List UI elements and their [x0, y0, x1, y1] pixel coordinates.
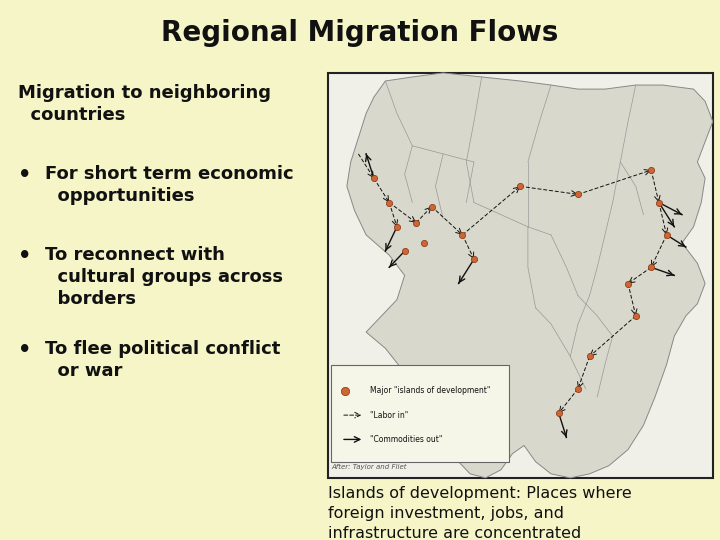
Bar — [331, 364, 508, 462]
Text: Migration to neighboring
  countries: Migration to neighboring countries — [18, 84, 271, 124]
Text: "Labor in": "Labor in" — [370, 410, 408, 420]
Bar — [328, 73, 713, 478]
Text: •: • — [18, 165, 32, 185]
Text: Islands of development: Places where
foreign investment, jobs, and
infrastructur: Islands of development: Places where for… — [328, 486, 631, 540]
Text: "Commodities out": "Commodities out" — [370, 435, 442, 444]
Text: To reconnect with
  cultural groups across
  borders: To reconnect with cultural groups across… — [45, 246, 284, 308]
Text: Major "islands of development": Major "islands of development" — [370, 386, 490, 395]
Text: Regional Migration Flows: Regional Migration Flows — [161, 19, 559, 47]
Text: For short term economic
  opportunities: For short term economic opportunities — [45, 165, 294, 205]
Polygon shape — [347, 73, 713, 478]
Text: •: • — [18, 246, 32, 266]
Text: After: Taylor and Fliet: After: Taylor and Fliet — [331, 464, 407, 470]
Text: •: • — [18, 340, 32, 360]
Text: To flee political conflict
  or war: To flee political conflict or war — [45, 340, 281, 380]
